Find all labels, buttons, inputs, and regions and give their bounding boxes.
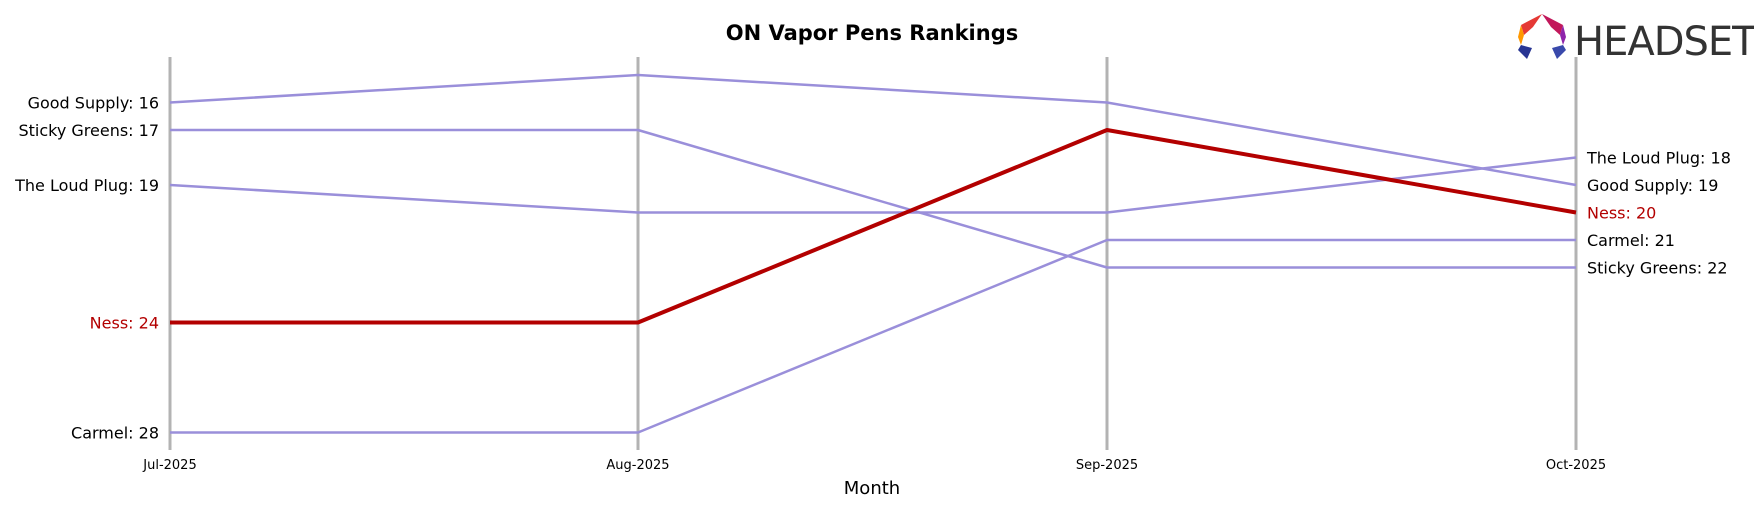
x-tick-label: Oct-2025 bbox=[1546, 458, 1606, 473]
x-tick-labels: Jul-2025 Aug-2025 Sep-2025 Oct-2025 bbox=[142, 458, 1606, 473]
start-rank-label: The Loud Plug: 19 bbox=[14, 176, 159, 195]
series-line-ness bbox=[170, 128, 1577, 325]
headset-logo: HEADSET bbox=[1518, 14, 1754, 65]
end-rank-label: Good Supply: 19 bbox=[1587, 176, 1718, 195]
series-lines bbox=[169, 73, 1577, 434]
series-line-the-loud-plug bbox=[169, 156, 1577, 214]
x-tick-label: Sep-2025 bbox=[1076, 458, 1138, 473]
series-line-good-supply bbox=[169, 73, 1577, 187]
start-rank-label: Good Supply: 16 bbox=[28, 94, 159, 113]
rank-labels: Good Supply: 16 Sticky Greens: 17 The Loud… bbox=[14, 94, 1731, 443]
start-rank-label: Ness: 24 bbox=[90, 314, 159, 333]
end-rank-label: The Loud Plug: 18 bbox=[1586, 149, 1731, 168]
start-rank-label: Sticky Greens: 17 bbox=[18, 121, 159, 140]
headset-logo-icon bbox=[1518, 14, 1566, 59]
month-gridlines bbox=[168, 57, 1578, 450]
x-axis-label: Month bbox=[844, 478, 900, 499]
end-rank-label: Sticky Greens: 22 bbox=[1587, 259, 1728, 278]
end-rank-label: Ness: 20 bbox=[1587, 204, 1656, 223]
x-tick-label: Aug-2025 bbox=[606, 458, 669, 473]
end-rank-label: Carmel: 21 bbox=[1587, 231, 1675, 250]
headset-logo-text: HEADSET bbox=[1574, 19, 1754, 65]
x-tick-label: Jul-2025 bbox=[142, 458, 196, 473]
chart-title: ON Vapor Pens Rankings bbox=[726, 21, 1018, 45]
series-line-carmel bbox=[170, 238, 1576, 434]
series-line-sticky-greens bbox=[170, 128, 1576, 269]
start-rank-label: Carmel: 28 bbox=[71, 424, 159, 443]
